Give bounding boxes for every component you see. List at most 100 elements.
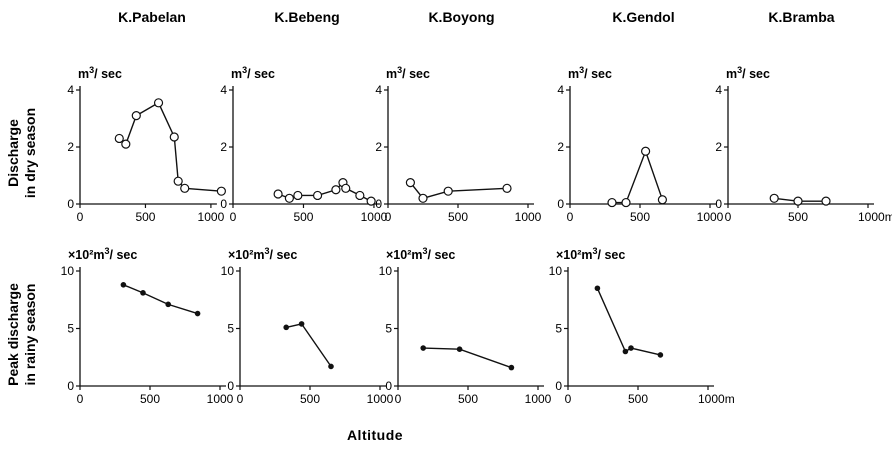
data-point <box>405 178 415 188</box>
y-tick-label: 0 <box>220 197 227 211</box>
data-point <box>355 190 365 201</box>
data-point <box>594 285 601 292</box>
x-tick-label: 1000 <box>367 392 394 406</box>
panel-6: 0 5 10 0 500 1000 <box>61 264 234 406</box>
y-tick-label: 2 <box>715 140 722 154</box>
series-line <box>596 288 661 356</box>
y-tick-label: 10 <box>549 264 563 278</box>
y-tick-label: 5 <box>385 322 392 336</box>
panel-1: 0 2 4 0 500 1000 <box>67 83 226 224</box>
y-tick-label: 4 <box>67 83 74 97</box>
panel-title: K.Bebeng <box>274 9 339 25</box>
row-label-line-1: Discharge <box>5 119 21 187</box>
data-point <box>793 196 803 206</box>
data-point <box>420 345 427 351</box>
panel-title: K.Gendol <box>612 9 674 25</box>
y-tick-label: 4 <box>375 83 382 97</box>
x-tick-label: 0 <box>237 392 244 406</box>
panel-title: K.Pabelan <box>118 9 186 25</box>
y-tick-label: 4 <box>220 83 227 97</box>
x-tick-label: 1000 <box>515 210 542 224</box>
unit-label: ×10²m3/ sec <box>556 246 625 262</box>
x-tick-label: 1000 <box>697 210 724 224</box>
panel-title: K.Boyong <box>428 9 494 25</box>
unit-label: ×10²m3/ sec <box>386 246 455 262</box>
unit-label: m3/ sec <box>231 65 275 81</box>
data-point <box>341 183 351 193</box>
data-point <box>293 190 303 201</box>
x-tick-label: 1000 <box>198 210 225 224</box>
unit-label: m3/ sec <box>726 65 770 81</box>
data-point <box>621 197 631 208</box>
x-tick-label: 0 <box>567 210 574 224</box>
x-axis-title: Altitude <box>347 427 403 443</box>
series-line <box>123 284 198 315</box>
panel-4: 0 2 4 0 500 1000 <box>557 83 723 224</box>
unit-label: m3/ sec <box>78 65 122 81</box>
series-line <box>612 149 664 204</box>
data-point <box>298 321 305 327</box>
y-tick-label: 0 <box>227 379 234 393</box>
x-tick-label: 1000m <box>858 210 892 224</box>
data-point <box>628 345 634 351</box>
y-tick-label: 5 <box>555 322 562 336</box>
data-point <box>502 183 512 193</box>
data-point <box>443 186 453 196</box>
row-label-line-1: Peak discharge <box>5 283 21 386</box>
data-point <box>173 176 183 186</box>
data-point <box>508 364 515 371</box>
x-tick-label: 500 <box>628 392 648 406</box>
data-point <box>283 324 290 331</box>
x-tick-label: 0 <box>77 210 84 224</box>
y-tick-label: 4 <box>715 83 722 97</box>
x-tick-label: 1000m <box>698 392 735 406</box>
y-tick-label: 0 <box>375 197 382 211</box>
y-tick-label: 2 <box>67 140 74 154</box>
x-tick-label: 1000 <box>361 210 388 224</box>
x-tick-label: 500 <box>300 392 320 406</box>
y-tick-label: 2 <box>557 140 564 154</box>
data-point <box>273 189 283 199</box>
row-label-line-2: in dry season <box>22 108 38 198</box>
data-point <box>622 348 629 355</box>
data-point <box>312 190 323 201</box>
x-tick-label: 500 <box>135 210 155 224</box>
data-point <box>328 363 334 370</box>
y-tick-label: 0 <box>555 379 562 393</box>
x-tick-label: 500 <box>458 392 478 406</box>
unit-label: m3/ sec <box>568 65 612 81</box>
data-point <box>169 132 179 142</box>
data-point <box>769 193 779 203</box>
x-tick-label: 0 <box>77 392 84 406</box>
x-tick-label: 500 <box>448 210 468 224</box>
unit-label: ×10²m3/ sec <box>68 246 137 262</box>
data-point <box>657 352 664 358</box>
y-tick-label: 0 <box>715 197 722 211</box>
x-tick-label: 0 <box>565 392 572 406</box>
y-tick-label: 10 <box>61 264 75 278</box>
panel-title: K.Bramba <box>768 9 834 25</box>
x-tick-label: 1000 <box>207 392 234 406</box>
data-point <box>180 183 190 193</box>
data-point <box>657 195 668 205</box>
panel-9: 0 5 10 0 500 1000m <box>549 264 735 406</box>
unit-label: ×10²m3/ sec <box>228 246 297 262</box>
data-point <box>418 193 428 203</box>
data-point <box>456 346 463 353</box>
x-tick-label: 500 <box>140 392 160 406</box>
x-tick-label: 0 <box>725 210 732 224</box>
y-tick-label: 0 <box>385 379 392 393</box>
data-point <box>165 301 171 308</box>
data-point <box>366 196 376 206</box>
data-point <box>607 197 617 208</box>
x-tick-label: 500 <box>630 210 650 224</box>
data-point <box>121 139 131 149</box>
panel-2: 0 2 4 0 500 1000 <box>220 83 387 224</box>
data-point <box>153 98 164 108</box>
panel-5: 0 2 4 0 500 1000m <box>715 83 892 224</box>
y-tick-label: 2 <box>375 140 382 154</box>
x-tick-label: 0 <box>395 392 402 406</box>
unit-label: m3/ sec <box>386 65 430 81</box>
y-tick-label: 10 <box>221 264 235 278</box>
